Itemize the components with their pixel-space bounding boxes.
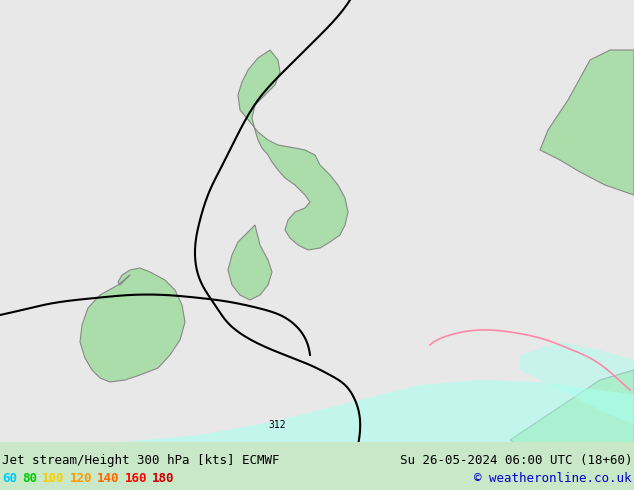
Text: 312: 312 — [268, 420, 286, 430]
Polygon shape — [510, 370, 634, 490]
Polygon shape — [0, 380, 634, 442]
Text: 100: 100 — [42, 472, 65, 485]
Polygon shape — [540, 50, 634, 195]
Polygon shape — [238, 50, 348, 250]
Text: 80: 80 — [22, 472, 37, 485]
Text: 60: 60 — [2, 472, 17, 485]
Bar — [0, 442, 634, 490]
Polygon shape — [80, 268, 185, 382]
Text: © weatheronline.co.uk: © weatheronline.co.uk — [474, 472, 632, 485]
Polygon shape — [228, 225, 272, 300]
Text: 180: 180 — [152, 472, 174, 485]
Polygon shape — [520, 342, 634, 425]
Text: 120: 120 — [70, 472, 92, 485]
Text: Su 26-05-2024 06:00 UTC (18+60): Su 26-05-2024 06:00 UTC (18+60) — [399, 454, 632, 467]
Text: Jet stream/Height 300 hPa [kts] ECMWF: Jet stream/Height 300 hPa [kts] ECMWF — [2, 454, 280, 467]
Text: 160: 160 — [124, 472, 147, 485]
Text: 140: 140 — [97, 472, 119, 485]
